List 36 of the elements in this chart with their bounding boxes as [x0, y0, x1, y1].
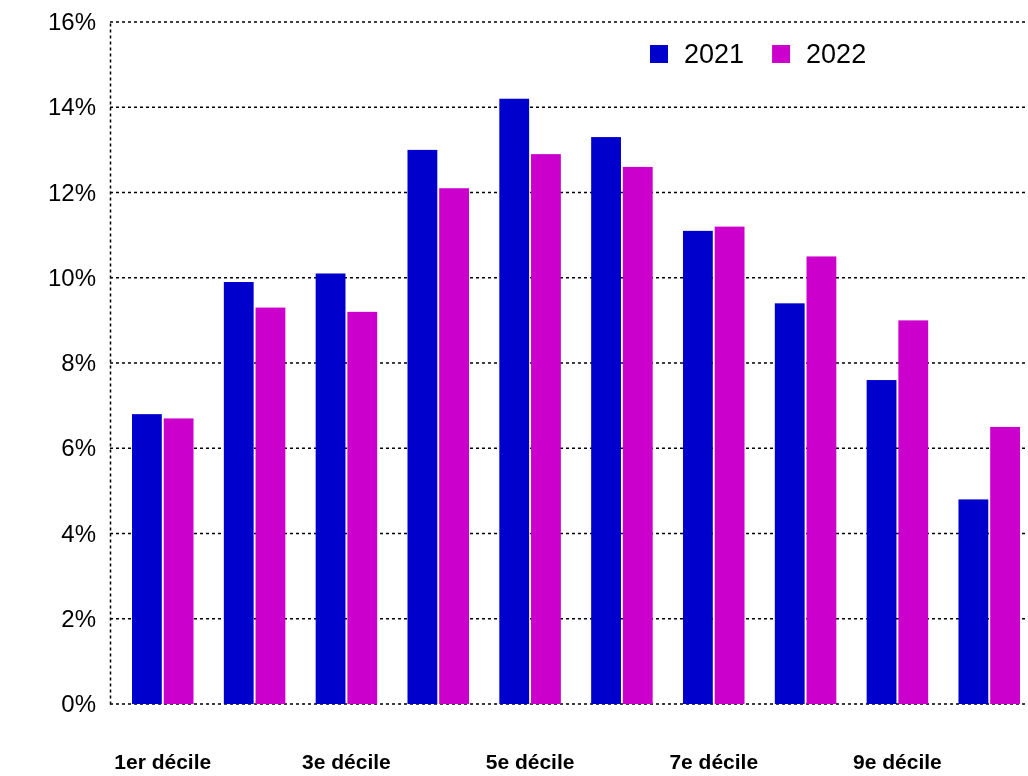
bar	[531, 154, 561, 704]
legend-label: 2022	[806, 39, 867, 69]
x-tick-label: 7e décile	[669, 749, 759, 773]
y-tick-label: 6%	[61, 434, 96, 462]
y-tick-label: 12%	[47, 178, 96, 206]
bar	[499, 98, 530, 704]
bar	[898, 320, 929, 704]
y-tick-label: 14%	[47, 93, 96, 121]
bar	[255, 307, 286, 704]
y-tick-label: 4%	[61, 519, 96, 547]
bar	[622, 166, 653, 704]
bar	[806, 256, 837, 704]
x-tick-label: 5e décile	[485, 749, 575, 773]
bar	[347, 311, 378, 704]
bar	[990, 426, 1020, 704]
bar	[163, 418, 194, 704]
bar	[223, 282, 254, 704]
bar	[774, 303, 805, 704]
legend-label: 2021	[684, 39, 745, 69]
y-tick-label: 16%	[47, 8, 96, 36]
bar	[682, 230, 713, 704]
x-tick-label: 1er décile	[114, 749, 212, 773]
y-tick-label: 0%	[61, 690, 96, 718]
bar	[439, 188, 470, 704]
y-tick-label: 8%	[61, 349, 96, 377]
x-tick-label: 3e décile	[302, 749, 391, 773]
bar	[591, 137, 621, 704]
y-tick-label: 2%	[61, 604, 96, 632]
bar	[866, 380, 897, 704]
bar	[315, 273, 346, 704]
bar	[958, 499, 989, 704]
bar	[132, 414, 162, 704]
x-tick-label: 9e décile	[853, 749, 942, 773]
bar	[407, 149, 438, 704]
bar	[714, 226, 745, 704]
y-tick-label: 10%	[47, 263, 96, 291]
